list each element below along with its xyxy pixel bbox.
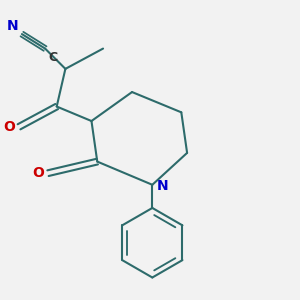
Text: N: N	[157, 179, 168, 193]
Text: N: N	[7, 19, 18, 33]
Text: O: O	[4, 120, 16, 134]
Text: O: O	[33, 166, 44, 180]
Text: C: C	[48, 51, 57, 64]
